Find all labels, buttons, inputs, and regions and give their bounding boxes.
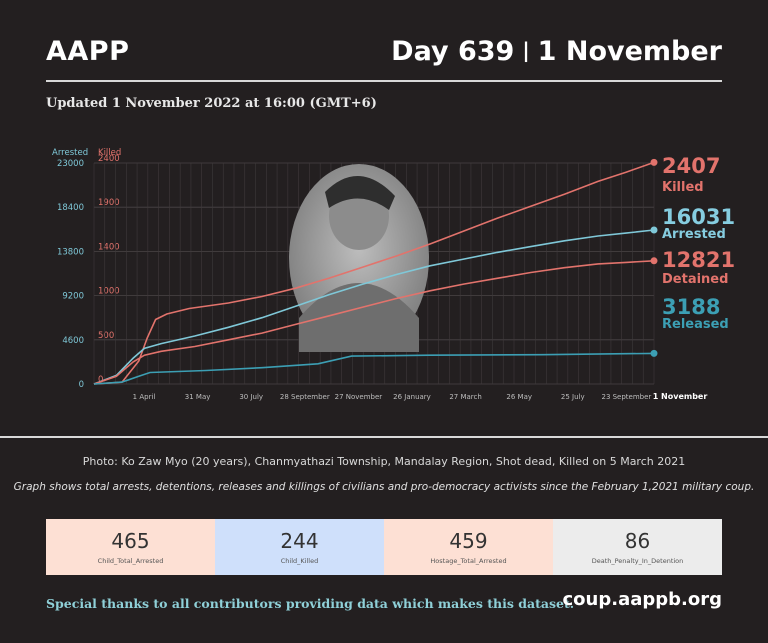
right-tick-label: 500 — [98, 331, 114, 341]
series-line-killed — [93, 161, 655, 385]
left-tick-label: 9200 — [62, 292, 84, 302]
x-tick-label: 31 May — [185, 393, 211, 401]
x-tick-label: 23 September — [601, 393, 651, 401]
right-tick-label: 2400 — [98, 154, 120, 164]
series-line-released — [93, 352, 655, 385]
stat-child-killed: 244 Child_Killed — [215, 519, 384, 575]
stat-hostage-total-arrested: 459 Hostage_Total_Arrested — [384, 519, 553, 575]
stat-value: 465 — [111, 529, 150, 553]
series-value-detained: 12821 — [662, 248, 735, 272]
left-tick-label: 13800 — [57, 247, 84, 257]
stat-child-total-arrested: 465 Child_Total_Arrested — [46, 519, 215, 575]
title-separator: | — [522, 38, 530, 62]
x-tick-label: 1 November — [653, 392, 708, 401]
series-endpoint-arrested — [650, 226, 658, 234]
left-tick-label: 0 — [79, 380, 84, 390]
series-value-arrested: 16031 — [662, 205, 735, 229]
x-tick-label: 27 March — [449, 393, 481, 401]
x-tick-label: 25 July — [561, 393, 585, 401]
updated-timestamp: Updated 1 November 2022 at 16:00 (GMT+6) — [46, 96, 377, 111]
right-tick-label: 0 — [98, 375, 103, 385]
day-title: Day 639 | 1 November — [391, 36, 722, 67]
x-tick-label: 1 April — [133, 393, 156, 401]
left-tick-label: 18400 — [57, 203, 84, 213]
header-rule — [46, 80, 722, 82]
photo-caption: Photo: Ko Zaw Myo (20 years), Chanmyatha… — [82, 455, 686, 468]
x-tick-label: 26 May — [506, 393, 532, 401]
portrait-hair — [325, 175, 395, 210]
left-tick-label: 4600 — [62, 336, 84, 346]
stat-label: Child_Total_Arrested — [97, 557, 164, 565]
date-label: 1 November — [537, 36, 722, 67]
day-label: Day 639 — [391, 36, 515, 67]
stat-death-penalty: 86 Death_Penalty_In_Detention — [553, 519, 722, 575]
x-tick-label: 27 November — [335, 393, 383, 401]
org-title: AAPP — [46, 36, 130, 67]
graph-note: Graph shows total arrests, detentions, r… — [13, 481, 755, 493]
series-name-detained: Detained — [662, 272, 728, 287]
right-tick-label: 1400 — [98, 242, 120, 252]
right-tick-label: 1900 — [98, 198, 120, 208]
x-tick-label: 30 July — [239, 393, 263, 401]
chart-divider — [0, 436, 768, 438]
timeline-chart: 0 0 4600 500 9200 1000 13800 1400 18400 1900 23000… — [52, 148, 735, 401]
left-axis-label: Arrested — [52, 148, 88, 158]
series-endpoint-detained — [650, 257, 658, 265]
right-axis-label: Killed — [98, 148, 121, 158]
stats-bar: 465 Child_Total_Arrested 244 Child_Kille… — [46, 519, 722, 575]
stat-value: 459 — [449, 529, 488, 553]
series-name-released: Released — [662, 317, 729, 332]
left-tick-label: 23000 — [57, 159, 84, 169]
series-line-arrested — [93, 229, 655, 385]
series-name-killed: Killed — [662, 180, 704, 195]
series-line-detained — [93, 260, 655, 385]
x-tick-label: 28 September — [280, 393, 330, 401]
x-tick-label: 26 January — [393, 393, 431, 401]
series-name-arrested: Arrested — [662, 227, 726, 242]
stat-value: 86 — [624, 529, 651, 553]
series-endpoint-killed — [650, 158, 658, 166]
series-value-released: 3188 — [662, 295, 720, 319]
series-value-killed: 2407 — [662, 154, 720, 178]
stat-label: Hostage_Total_Arrested — [430, 557, 507, 565]
stat-label: Child_Killed — [280, 557, 319, 565]
stat-value: 244 — [280, 529, 319, 553]
series-endpoint-released — [650, 349, 658, 357]
site-link[interactable]: coup.aappb.org — [562, 589, 723, 610]
right-tick-label: 1000 — [98, 287, 120, 297]
thanks-note: Special thanks to all contributors provi… — [46, 596, 575, 611]
stat-label: Death_Penalty_In_Detention — [591, 557, 684, 565]
